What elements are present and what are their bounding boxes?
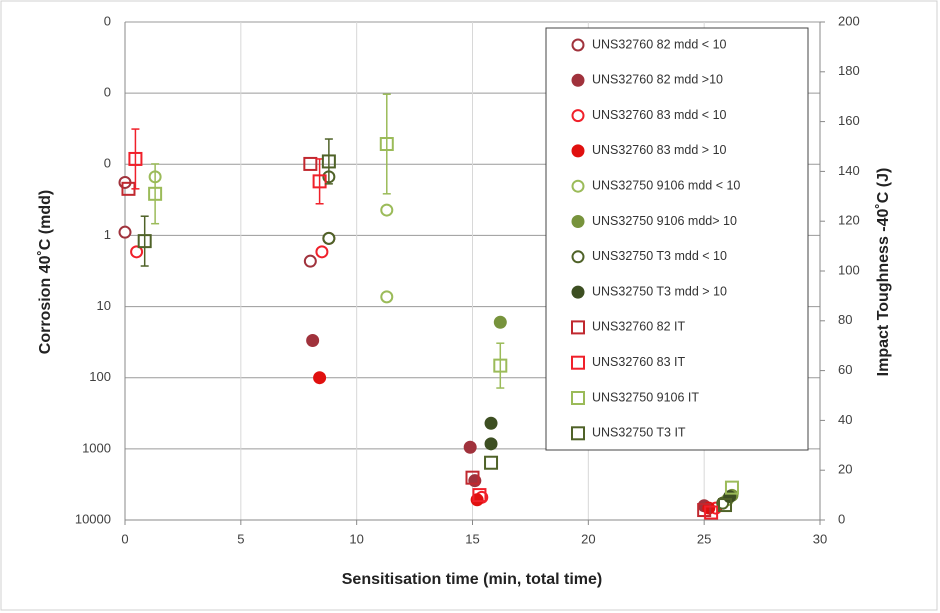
x-tick-label: 20 (581, 531, 595, 546)
y-tick-label: 0 (104, 156, 111, 171)
data-point (118, 225, 132, 239)
error-bar (151, 163, 160, 225)
data-point (484, 437, 498, 451)
error-bar (131, 128, 140, 190)
y-tick-label: 0 (104, 13, 111, 28)
legend-marker (571, 426, 585, 441)
legend: UNS32760 82 mdd < 10 UNS32760 82 mdd >10 U… (571, 37, 740, 441)
data-point (322, 231, 336, 245)
legend-label: UNS32760 83 mdd < 10 (592, 108, 727, 122)
legend-label: UNS32750 9106 mdd < 10 (592, 178, 740, 192)
data-point (380, 290, 394, 304)
legend-label: UNS32760 82 mdd >10 (592, 73, 723, 87)
legend-marker (571, 38, 585, 52)
data-point (321, 154, 336, 169)
y2-tick-label: 200 (838, 13, 860, 28)
data-point (130, 245, 144, 259)
error-bar (324, 138, 333, 185)
x-tick-label: 30 (813, 531, 827, 546)
y2-tick-label: 60 (838, 362, 852, 377)
y2-tick-label: 100 (838, 262, 860, 277)
x-tick-label: 10 (349, 531, 363, 546)
y2-tick-label: 20 (838, 462, 852, 477)
legend-label: UNS32750 9106 IT (592, 390, 699, 404)
data-point (315, 245, 329, 259)
legend-label: UNS32750 9106 mdd> 10 (592, 214, 737, 228)
data-point (313, 371, 327, 385)
legend-label: UNS32760 82 mdd < 10 (592, 37, 727, 51)
y2-tick-label: 160 (838, 113, 860, 128)
data-point (303, 254, 317, 268)
y-tick-label: 100 (89, 369, 111, 384)
data-point (148, 186, 163, 201)
y-tick-label: 10 (97, 298, 111, 313)
error-bar (140, 215, 149, 267)
legend-label: UNS32750 T3 IT (592, 426, 686, 440)
data-point (137, 234, 152, 249)
y-tick-label: 1000 (82, 440, 111, 455)
x-axis-title: Sensitisation time (min, total time) (342, 571, 602, 588)
data-point (718, 498, 733, 513)
y2-axis-title: Impact Toughness -40˚C (J) (875, 168, 892, 377)
y2-tick-label: 120 (838, 213, 860, 228)
data-point (472, 488, 487, 503)
x-tick-label: 5 (237, 531, 244, 546)
data-point (303, 156, 318, 171)
y-tick-label: 1 (104, 227, 111, 242)
data-point (493, 315, 507, 329)
y2-tick-label: 180 (838, 63, 860, 78)
error-bar (382, 93, 391, 195)
grid: 0 0 0 1 10 100 1000 10000 0 5 10 15 20 25 30 0 20 40 60 80 1… (75, 13, 860, 546)
x-tick-label: 15 (465, 531, 479, 546)
legend-marker (571, 250, 585, 264)
data-point (493, 358, 508, 373)
y2-tick-label: 80 (838, 312, 852, 327)
data-point (704, 505, 719, 520)
legend-marker (571, 285, 585, 299)
plot-area (118, 93, 739, 520)
y2-tick-label: 0 (838, 511, 845, 526)
data-point (380, 203, 394, 217)
legend-box (545, 27, 809, 451)
legend-marker (571, 73, 585, 87)
legend-marker (571, 391, 585, 405)
legend-label: UNS32750 T3 mdd < 10 (592, 249, 727, 263)
y-axis-title: Corrosion 40˚C (mdd) (37, 190, 54, 354)
legend-marker (571, 215, 585, 228)
data-point (312, 174, 327, 189)
y-tick-label: 0 (104, 85, 111, 100)
x-tick-label: 0 (121, 531, 128, 546)
data-point (484, 455, 499, 470)
data-point (463, 440, 477, 454)
data-point (484, 416, 498, 430)
y2-tick-label: 40 (838, 412, 852, 427)
y2-tick-label: 140 (838, 163, 860, 178)
legend-label: UNS32750 T3 mdd > 10 (592, 284, 727, 298)
data-point (128, 151, 143, 166)
legend-marker (571, 179, 585, 193)
legend-marker (571, 109, 585, 123)
data-point (379, 137, 394, 152)
data-point (306, 334, 320, 348)
legend-label: UNS32760 83 IT (592, 355, 685, 369)
error-bar (496, 342, 505, 389)
data-point (465, 470, 480, 485)
x-tick-label: 25 (697, 531, 711, 546)
legend-label: UNS32760 82 IT (592, 320, 685, 334)
data-point (724, 480, 739, 495)
legend-label: UNS32760 83 mdd > 10 (592, 143, 727, 157)
legend-marker (571, 320, 585, 335)
y-tick-label: 10000 (75, 511, 111, 526)
legend-marker (571, 144, 585, 158)
legend-marker (571, 355, 585, 370)
